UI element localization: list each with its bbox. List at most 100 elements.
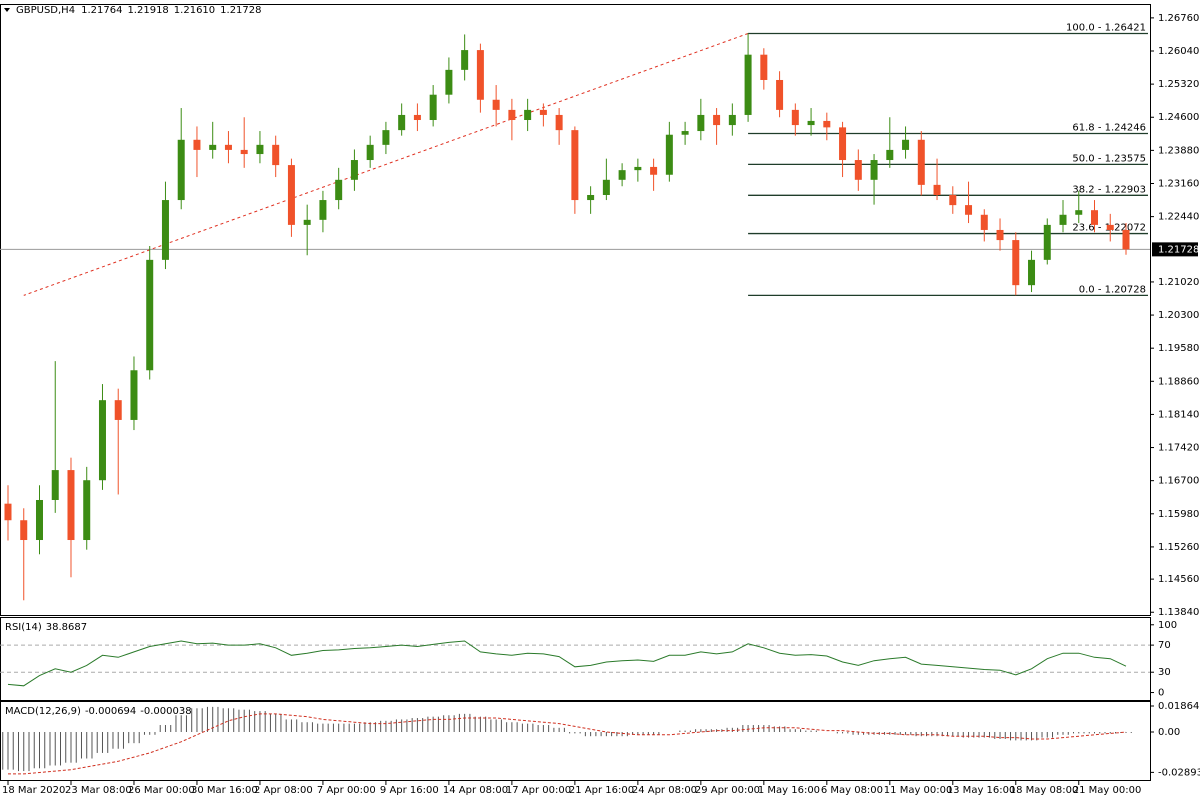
- candle-body: [965, 205, 973, 215]
- rsi-line: [7, 640, 1127, 687]
- ohlc-value: 1.21610: [174, 5, 215, 16]
- candle-body: [571, 130, 579, 201]
- candle-body: [492, 99, 500, 110]
- y-tick-label: 1.21020: [1158, 277, 1199, 288]
- x-tick-label: 9 Apr 16:00: [380, 785, 439, 796]
- candle-body: [303, 219, 311, 225]
- candle-body: [697, 114, 705, 132]
- y-tick-label: 1.22440: [1158, 212, 1199, 223]
- y-tick-label: 1.13840: [1158, 607, 1199, 618]
- candle-body: [350, 160, 358, 180]
- candle-body: [1106, 224, 1114, 230]
- candle-body: [539, 109, 547, 115]
- candle-body: [602, 179, 610, 195]
- candle-body: [366, 144, 374, 161]
- candle-body: [161, 200, 169, 260]
- candle-body: [917, 139, 925, 185]
- candle-body: [555, 114, 563, 131]
- x-tick-label: 23 Mar 08:00: [65, 785, 132, 796]
- candle-body: [1059, 214, 1067, 225]
- symbol-arrow: [4, 8, 10, 12]
- candle-body: [319, 200, 327, 220]
- candle-body: [791, 109, 799, 126]
- candle-body: [429, 94, 437, 121]
- y-tick-label: 1.18860: [1158, 376, 1199, 387]
- fib-label: 100.0 - 1.26421: [1066, 22, 1146, 33]
- x-tick-label: 1 May 16:00: [758, 785, 820, 796]
- y-tick-label: 1.15980: [1158, 509, 1199, 520]
- y-tick-label: 1.15260: [1158, 542, 1199, 553]
- x-tick-label: 29 Apr 00:00: [695, 785, 760, 796]
- x-tick-label: 11 May 00:00: [884, 785, 953, 796]
- symbol-label: GBPUSD,H4: [16, 5, 75, 16]
- y-tick-label: -0.028935: [1158, 767, 1200, 778]
- x-tick-label: 17 Apr 00:00: [506, 785, 571, 796]
- y-tick-label: 1.16700: [1158, 476, 1199, 487]
- candle-body: [193, 139, 201, 150]
- y-tick-label: 1.17420: [1158, 443, 1199, 454]
- ohlc-value: 1.21764: [81, 5, 122, 16]
- candle-body: [839, 127, 847, 161]
- candle-body: [618, 170, 626, 180]
- candle-body: [35, 499, 43, 541]
- candle-body: [870, 160, 878, 180]
- macd-signal: [8, 713, 1127, 775]
- candle-body: [272, 144, 280, 166]
- x-tick-label: 21 Apr 16:00: [569, 785, 634, 796]
- candle-body: [209, 144, 217, 150]
- candle-body: [130, 370, 138, 420]
- candle-body: [1043, 224, 1051, 260]
- candle-body: [508, 109, 516, 121]
- candle-body: [382, 130, 390, 145]
- candle-body: [240, 149, 248, 155]
- y-tick-label: 1.19580: [1158, 343, 1199, 354]
- candle-body: [665, 134, 673, 175]
- ohlc-value: 1.21728: [220, 5, 261, 16]
- y-tick-label: 100: [1158, 620, 1177, 631]
- candle-body: [1012, 240, 1020, 286]
- indicator-title: RSI(14): [5, 622, 42, 633]
- fib-label: 38.2 - 1.22903: [1072, 184, 1146, 195]
- indicator-value: 38.8687: [46, 622, 87, 633]
- candle-body: [114, 400, 122, 420]
- candle-body: [4, 503, 12, 521]
- candle-body: [256, 144, 264, 155]
- y-tick-label: 1.26760: [1158, 13, 1199, 24]
- price-box: [1152, 242, 1198, 257]
- candle-body: [1122, 229, 1130, 250]
- candle-body: [98, 400, 106, 481]
- fib-label: 0.0 - 1.20728: [1079, 284, 1146, 295]
- fib-trendline: [23, 33, 749, 296]
- candle-body: [776, 79, 784, 110]
- candle-body: [1028, 259, 1036, 286]
- candle-body: [413, 114, 421, 121]
- candle-body: [1075, 210, 1083, 215]
- indicator-value: -0.000038: [140, 706, 191, 717]
- y-tick-label: 70: [1158, 640, 1171, 651]
- candle-body: [980, 214, 988, 230]
- candle-body: [713, 114, 721, 126]
- current-price-label: 1.21728: [1158, 244, 1199, 255]
- rsi-panel: [0, 617, 1151, 701]
- y-tick-label: 1.14560: [1158, 574, 1199, 585]
- candle-body: [146, 259, 154, 371]
- fib-label: 50.0 - 1.23575: [1072, 153, 1146, 164]
- candle-body: [854, 160, 862, 180]
- candle-body: [20, 520, 28, 541]
- y-tick-label: 1.23880: [1158, 145, 1199, 156]
- candle-body: [524, 109, 532, 121]
- candle-body: [681, 131, 689, 135]
- y-tick-label: 0: [1158, 688, 1164, 699]
- candle-body: [476, 50, 484, 100]
- candle-body: [83, 480, 91, 541]
- candle-body: [744, 54, 752, 115]
- y-tick-label: 1.26040: [1158, 46, 1199, 57]
- fib-label: 61.8 - 1.24246: [1072, 123, 1146, 134]
- ohlc-value: 1.21918: [127, 5, 168, 16]
- indicator-value: -0.000694: [85, 706, 136, 717]
- y-tick-label: 1.23160: [1158, 178, 1199, 189]
- candle-body: [445, 69, 453, 95]
- y-tick-label: 1.24600: [1158, 112, 1199, 123]
